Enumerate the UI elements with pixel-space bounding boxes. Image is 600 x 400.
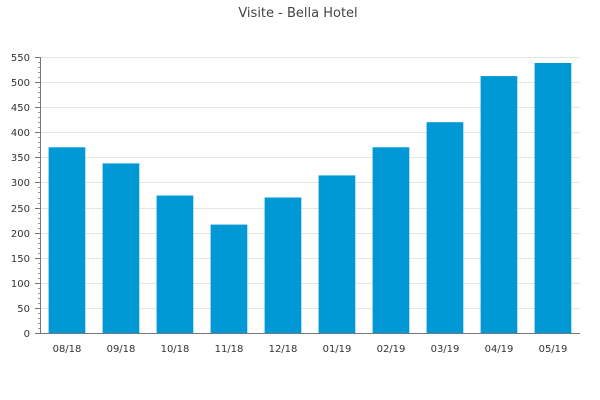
bar-11-18 — [210, 224, 248, 333]
y-tick-label: 50 — [17, 304, 30, 315]
x-tick-label: 08/18 — [53, 344, 82, 355]
y-tick-label: 450 — [11, 103, 30, 114]
x-tick-label: 02/19 — [377, 344, 406, 355]
x-tick-label: 04/19 — [485, 344, 514, 355]
y-tick-label: 550 — [11, 53, 30, 64]
y-tick-label: 350 — [11, 153, 30, 164]
bar-03-19 — [426, 122, 464, 333]
x-tick-label: 01/19 — [323, 344, 352, 355]
y-tick-label: 200 — [11, 229, 30, 240]
x-tick-label: 11/18 — [215, 344, 244, 355]
x-tick-label: 03/19 — [431, 344, 460, 355]
y-tick-label: 250 — [11, 204, 30, 215]
bar-05-19 — [534, 63, 572, 333]
bar-08-18 — [48, 147, 86, 333]
y-tick-label: 100 — [11, 279, 30, 290]
y-tick-label: 0 — [24, 329, 30, 340]
bars — [48, 63, 572, 333]
y-tick-labels: 0 50 100 150 200 250 300 350 400 450 500 550 — [11, 53, 30, 340]
bar-02-19 — [372, 147, 410, 333]
y-tick-label: 300 — [11, 178, 30, 189]
bar-09-18 — [102, 163, 140, 333]
bar-12-18 — [264, 197, 302, 333]
y-tick-label: 500 — [11, 78, 30, 89]
x-tick-label: 10/18 — [161, 344, 190, 355]
bar-01-19 — [318, 175, 356, 333]
x-tick-label: 12/18 — [269, 344, 298, 355]
bar-10-18 — [156, 195, 194, 333]
y-tick-label: 400 — [11, 128, 30, 139]
x-tick-label: 05/19 — [539, 344, 568, 355]
axes — [35, 57, 580, 334]
y-tick-label: 150 — [11, 254, 30, 265]
chart-title: Visite - Bella Hotel — [238, 6, 357, 21]
x-tick-labels: 08/18 09/18 10/18 11/18 12/18 01/19 02/19 03/19… — [53, 344, 568, 355]
x-tick-label: 09/18 — [107, 344, 136, 355]
bar-04-19 — [480, 76, 518, 333]
